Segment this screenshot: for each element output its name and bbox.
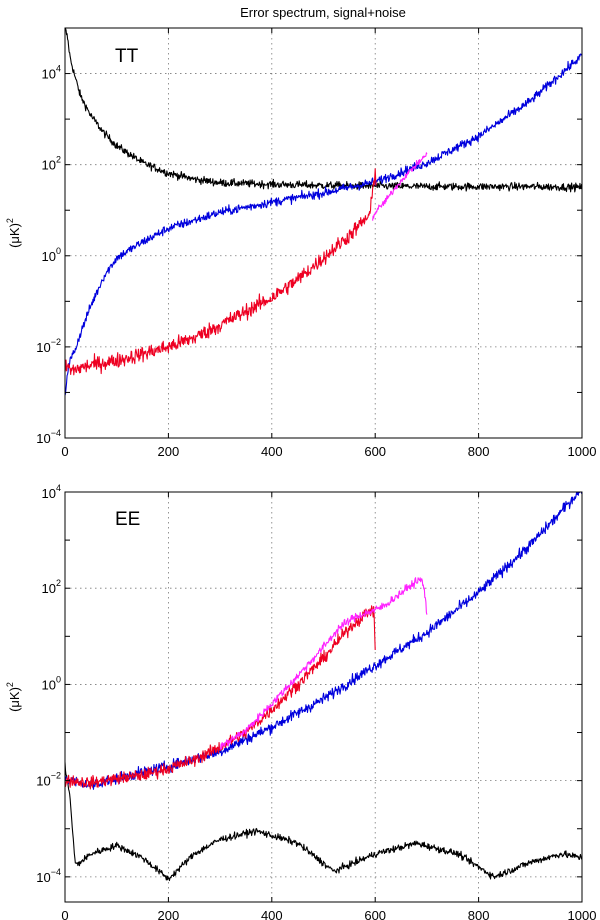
- x-tick-label: 1000: [568, 908, 597, 920]
- x-tick-label: 1000: [568, 444, 597, 459]
- y-tick-label: 104: [42, 64, 61, 82]
- y-tick-label: 104: [42, 483, 61, 501]
- y-tick-label: 10−2: [36, 337, 61, 355]
- plot-frame: [64, 27, 583, 439]
- series-line-1: [65, 53, 582, 396]
- series-line-2: [65, 168, 377, 376]
- panel-label-tt: TT: [115, 46, 139, 67]
- series-line-3: [372, 152, 428, 221]
- ee-panel: 0 200 400 600 800 1000 10−4 10−2 100 102 104 (μK)2 E…: [5, 483, 596, 920]
- x-tick-label: 0: [61, 444, 68, 459]
- x-tick-label: 600: [364, 444, 386, 459]
- x-tick-label: 600: [364, 908, 386, 920]
- y-tick-label: 10−4: [36, 428, 61, 446]
- plot-frame: [64, 491, 583, 903]
- series-line-0: [65, 28, 582, 193]
- x-tick-label: 800: [468, 444, 490, 459]
- series-line-0: [65, 762, 582, 882]
- x-tick-label: 400: [261, 444, 283, 459]
- panel-label-ee: EE: [115, 509, 140, 530]
- x-tick-label: 0: [61, 908, 68, 920]
- y-tick-label: 100: [42, 246, 61, 264]
- series-line-1: [65, 492, 582, 790]
- x-tick-label: 400: [261, 908, 283, 920]
- y-axis-label: (μK)2: [5, 218, 22, 248]
- x-tick-label: 200: [158, 444, 180, 459]
- x-tick-label: 800: [468, 908, 490, 920]
- y-tick-label: 10−2: [36, 771, 61, 789]
- series-line-3: [219, 577, 428, 750]
- grid-lines: [65, 28, 582, 438]
- y-tick-label: 102: [42, 578, 61, 596]
- y-tick-label: 102: [42, 155, 61, 173]
- y-tick-label: 10−4: [36, 867, 61, 885]
- tt-panel: 0 200 400 600 800 1000 10−4 10−2 100 102 104 (μK)2 T…: [5, 27, 597, 459]
- figure-title: Error spectrum, signal+noise: [240, 5, 406, 20]
- y-tick-label: 100: [42, 674, 61, 692]
- y-axis-label: (μK)2: [5, 682, 22, 712]
- x-tick-label: 200: [158, 908, 180, 920]
